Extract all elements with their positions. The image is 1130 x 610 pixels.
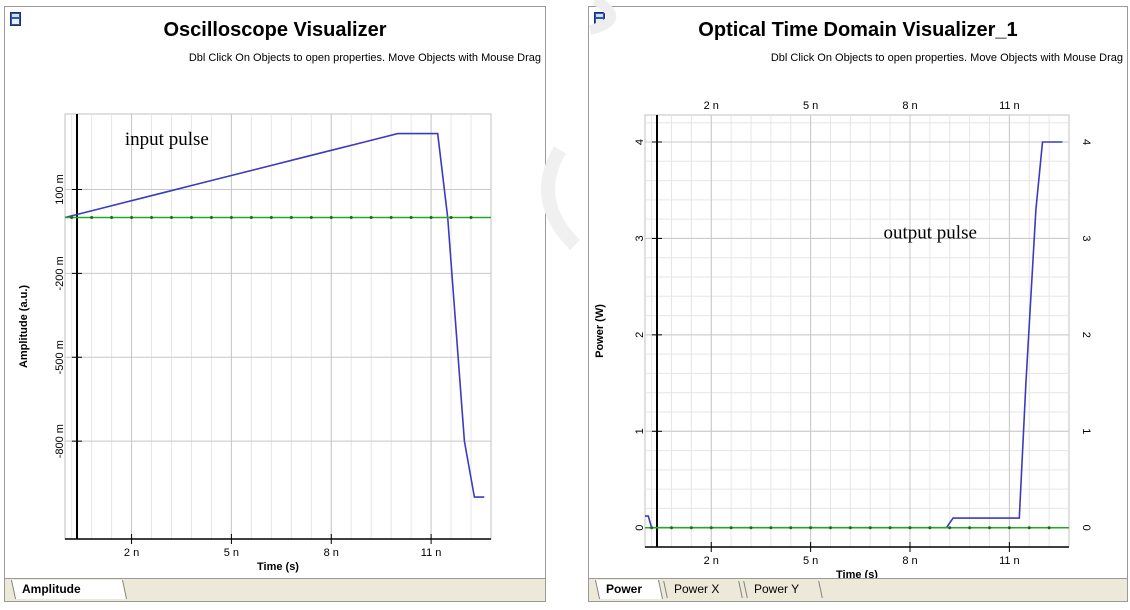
- x-tick-label: 2 n: [124, 547, 139, 559]
- x-tick-label-top: 11 n: [999, 100, 1020, 112]
- baseline-sample-point: [90, 215, 94, 219]
- optical-time-domain-visualizer-window: Optical Time Domain Visualizer_1 Dbl Cli…: [588, 6, 1128, 602]
- y-tick-label: 3: [634, 235, 646, 241]
- y-tick-label: 4: [634, 139, 646, 145]
- y-axis-title: Amplitude (a.u.): [18, 285, 30, 368]
- baseline-sample-point: [650, 526, 654, 530]
- tab-bar: Power Power X Power Y: [589, 578, 1127, 601]
- baseline-sample-point: [670, 526, 673, 530]
- y-tick-label-right: 4: [1080, 139, 1092, 145]
- visualizer-window-icon[interactable]: [10, 12, 21, 26]
- x-axis-title: Time (s): [836, 569, 878, 579]
- baseline-sample-point: [369, 215, 373, 219]
- y-tick-label: 2: [634, 332, 646, 338]
- baseline-sample-point: [689, 526, 693, 530]
- baseline-sample-point: [269, 215, 273, 219]
- baseline-sample-point: [988, 526, 991, 530]
- oscilloscope-visualizer-window: Oscilloscope Visualizer Dbl Click On Obj…: [4, 6, 546, 602]
- baseline-sample-point: [829, 526, 832, 530]
- x-tick-label: 8 n: [324, 547, 339, 559]
- baseline-sample-point: [809, 526, 813, 530]
- baseline-sample-point: [1047, 526, 1051, 530]
- tab-amplitude[interactable]: Amplitude: [10, 580, 128, 599]
- amplitude-chart[interactable]: 2 n 5 n 8 n 11 n 100 m -200 m -500 m -800 m Time…: [5, 7, 545, 579]
- x-axis-title: Time (s): [257, 561, 299, 573]
- window-hint-text: Dbl Click On Objects to open properties.…: [770, 52, 1123, 64]
- baseline-sample-point: [769, 526, 773, 530]
- window-title: Oscilloscope Visualizer: [163, 19, 387, 41]
- window-hint-text: Dbl Click On Objects to open properties.…: [188, 52, 541, 64]
- y-tick-label: -500 m: [54, 340, 66, 374]
- tab-bar: Amplitude: [5, 578, 545, 601]
- baseline-sample-point: [249, 215, 253, 219]
- x-tick-label: 2 n: [704, 555, 719, 567]
- baseline-sample-point: [1027, 526, 1031, 530]
- y-tick-label: 1: [634, 428, 646, 434]
- baseline-sample-point: [888, 526, 892, 530]
- baseline-sample-point: [349, 215, 353, 219]
- baseline-sample-point: [729, 526, 733, 530]
- x-tick-label: 11 n: [421, 547, 442, 559]
- plot-area: [64, 113, 492, 540]
- y-tick-label: 100 m: [54, 174, 66, 205]
- x-tick-label-top: 2 n: [704, 100, 719, 112]
- baseline-sample-point: [709, 526, 713, 530]
- annotation-label: output pulse: [884, 222, 977, 243]
- baseline-sample-point: [469, 215, 473, 219]
- baseline-sample-point: [429, 215, 433, 219]
- baseline-sample-point: [309, 215, 313, 219]
- window-title: Optical Time Domain Visualizer_1: [698, 19, 1018, 41]
- tab-label: Amplitude: [22, 582, 81, 596]
- baseline-sample-point: [948, 526, 952, 530]
- y-tick-label: -200 m: [54, 256, 66, 290]
- baseline-sample-point: [389, 215, 393, 219]
- baseline-sample-point: [110, 215, 114, 219]
- signal-series-line: [64, 132, 485, 498]
- tab-label: Power Y: [754, 582, 800, 596]
- baseline-sample-point: [209, 215, 213, 219]
- baseline-sample-point: [868, 526, 872, 530]
- baseline-sample-point: [749, 526, 753, 530]
- baseline-sample-point: [150, 215, 154, 219]
- baseline-sample-point: [170, 215, 173, 219]
- baseline-sample-point: [789, 526, 793, 530]
- x-tick-label: 8 n: [902, 555, 917, 567]
- baseline-sample-point: [848, 526, 852, 530]
- y-tick-label: 0: [634, 525, 646, 531]
- baseline-sample-point: [449, 215, 453, 219]
- x-tick-label-top: 8 n: [902, 100, 917, 112]
- power-chart[interactable]: 2 n 2 n 5 n 5 n 8 n 8 n 11 n 11 n 0 0 1 1 2 2 3 3 4 4 Time…: [589, 7, 1127, 579]
- tab-power[interactable]: Power: [594, 580, 664, 599]
- tab-label: Power X: [674, 582, 720, 596]
- baseline-sample-point: [289, 215, 293, 219]
- baseline-sample-point: [1007, 526, 1011, 530]
- tab-label: Power: [606, 582, 643, 596]
- y-tick-label: -800 m: [54, 424, 66, 458]
- annotation-label: input pulse: [125, 129, 209, 150]
- baseline-sample-point: [189, 215, 193, 219]
- baseline-sample-point: [329, 215, 333, 219]
- y-tick-label-right: 1: [1080, 428, 1092, 434]
- tab-power-x[interactable]: Power X: [663, 581, 743, 598]
- x-tick-label-top: 5 n: [803, 100, 818, 112]
- baseline-sample-point: [409, 215, 413, 219]
- y-tick-label-right: 2: [1080, 332, 1092, 338]
- plot-area: [644, 114, 1070, 548]
- y-tick-label-right: 3: [1080, 235, 1092, 241]
- baseline-sample-point: [908, 526, 912, 530]
- x-tick-label: 5 n: [803, 555, 818, 567]
- baseline-sample-point: [928, 526, 932, 530]
- baseline-sample-point: [229, 215, 233, 219]
- y-axis-title: Power (W): [594, 304, 606, 358]
- baseline-sample-point: [70, 215, 74, 219]
- tab-power-y[interactable]: Power Y: [743, 581, 823, 598]
- baseline-sample-point: [968, 526, 972, 530]
- y-tick-label-right: 0: [1080, 525, 1092, 531]
- x-tick-label: 5 n: [224, 547, 239, 559]
- baseline-sample-point: [130, 215, 134, 219]
- x-tick-label: 11 n: [999, 555, 1020, 567]
